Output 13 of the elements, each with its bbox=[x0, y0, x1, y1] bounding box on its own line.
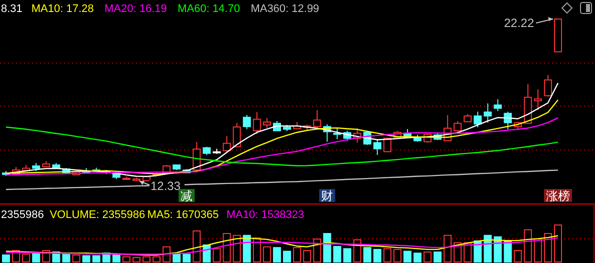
text: 2355986 bbox=[1, 209, 44, 221]
x-tick-label: 减 bbox=[180, 189, 193, 203]
x-tick-label: 涨榜 bbox=[546, 189, 570, 203]
text: MA10: 1538323 bbox=[226, 209, 304, 221]
text: VOLUME: 2355986 bbox=[50, 209, 146, 221]
text: MA10: 17.28 bbox=[31, 3, 94, 15]
text: MA20: 16.19 bbox=[104, 3, 167, 15]
x-tick-label: 财 bbox=[321, 189, 334, 203]
series-label: MA5: 1670365 bbox=[147, 209, 219, 221]
text: MA60: 14.70 bbox=[178, 3, 240, 15]
annotation: 22.22 bbox=[504, 16, 534, 30]
text: MA360: 12.99 bbox=[250, 3, 320, 15]
text: 8.31 bbox=[1, 3, 22, 15]
